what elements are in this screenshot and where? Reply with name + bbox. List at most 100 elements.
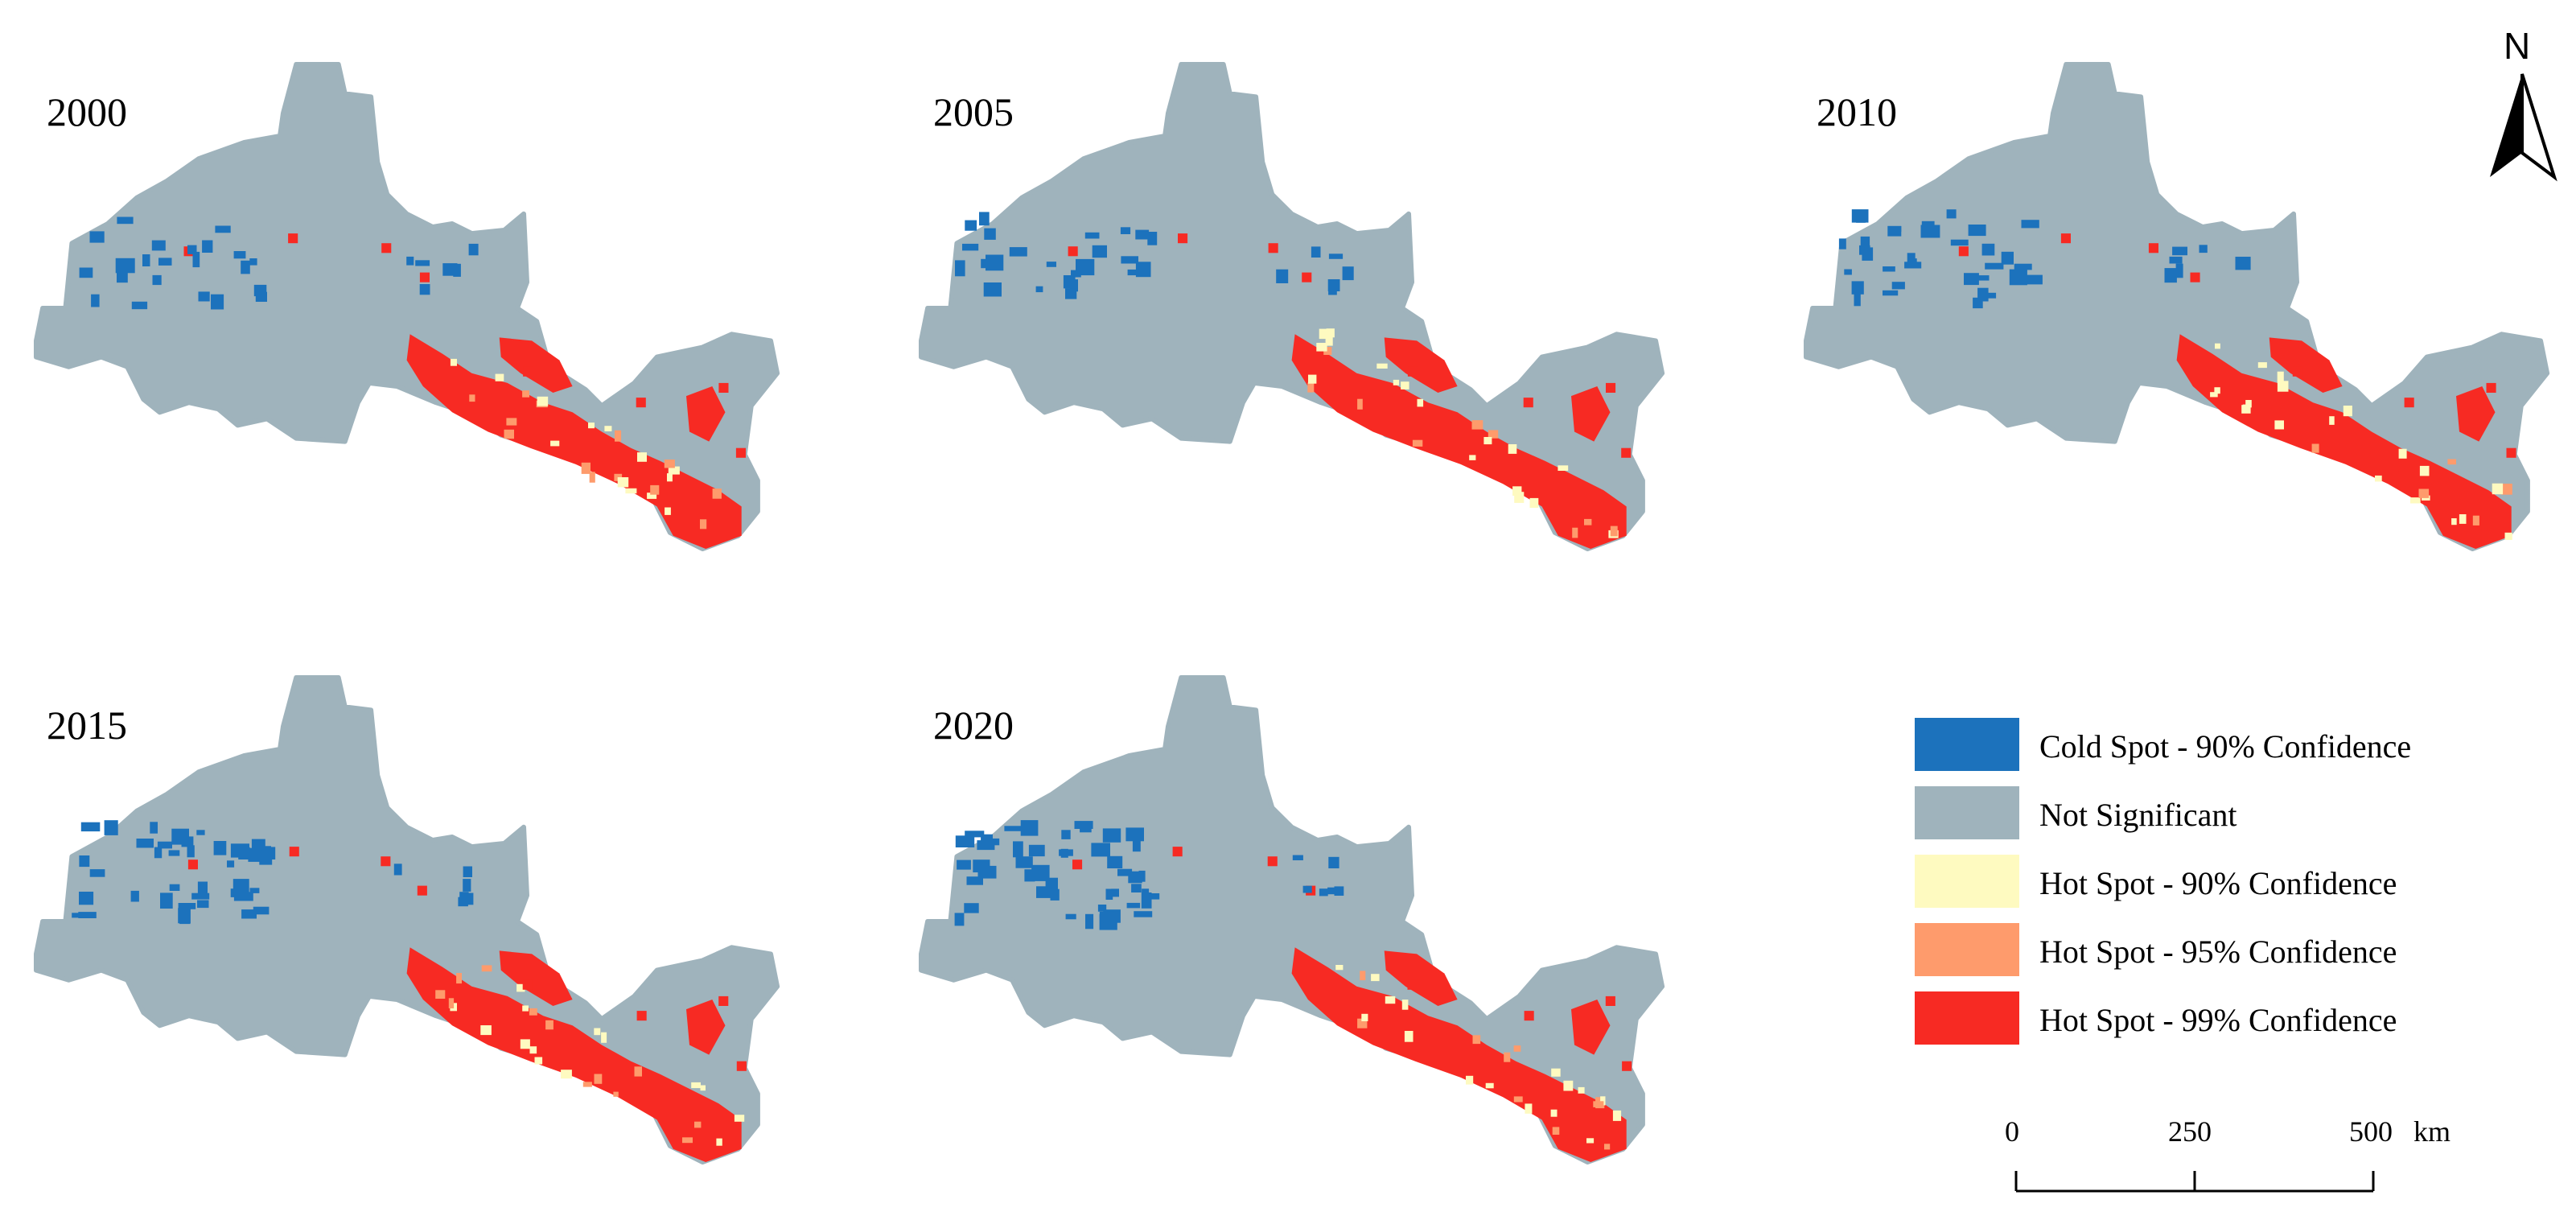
cold-spot-cell bbox=[1117, 868, 1133, 876]
hot-spot-cell bbox=[736, 1061, 747, 1071]
cold-spot-cell bbox=[415, 260, 430, 266]
hot-spot-cell bbox=[647, 493, 657, 499]
cold-spot-cell bbox=[79, 855, 90, 868]
legend-label: Cold Spot - 90% Confidence bbox=[2039, 728, 2412, 765]
hot-spot-cell bbox=[288, 233, 298, 244]
hot-spot-cell bbox=[2343, 406, 2352, 417]
cold-spot-cell bbox=[1311, 246, 1321, 258]
cold-spot-cell bbox=[192, 251, 200, 268]
cold-spot-cell bbox=[463, 866, 472, 877]
hot-spot-cell bbox=[2419, 465, 2430, 476]
cold-spot-cell bbox=[198, 291, 210, 302]
hot-spot-cell bbox=[1551, 1068, 1561, 1077]
cold-spot-cell bbox=[1887, 225, 1902, 237]
hot-spot-cell bbox=[601, 1032, 607, 1043]
cold-spot-cell bbox=[213, 841, 227, 855]
hot-spot-cell bbox=[1407, 979, 1418, 990]
cold-spot-cell bbox=[467, 892, 474, 905]
cold-spot-cell bbox=[1302, 885, 1312, 893]
hot-spot-cell bbox=[691, 1082, 701, 1089]
cold-spot-cell bbox=[1292, 855, 1303, 860]
cold-spot-cell bbox=[1102, 828, 1121, 843]
hot-spot-cell bbox=[481, 965, 492, 972]
cold-spot-cell bbox=[197, 881, 208, 897]
cold-spot-cell bbox=[158, 258, 172, 266]
hot-spot-cell bbox=[1068, 246, 1078, 257]
hot-spot-cell bbox=[2148, 243, 2158, 254]
hot-spot-cell bbox=[506, 418, 517, 426]
hot-spot-cell bbox=[435, 990, 446, 999]
hot-spot-cell bbox=[604, 426, 612, 431]
cold-spot-cell bbox=[248, 847, 261, 862]
cold-spot-cell bbox=[104, 820, 118, 835]
hot-spot-cell bbox=[716, 1138, 722, 1146]
hot-spot-cell bbox=[495, 373, 504, 381]
scale-tick-500: 500 bbox=[2349, 1115, 2393, 1148]
hot-spot-cell bbox=[419, 272, 430, 282]
hot-spot-cell bbox=[700, 519, 707, 530]
cold-spot-cell bbox=[2199, 245, 2208, 254]
hot-spot-cell bbox=[1401, 1000, 1409, 1010]
cold-spot-cell bbox=[1035, 286, 1043, 293]
hot-spot-cell bbox=[1593, 1101, 1604, 1107]
hot-spot-cell bbox=[2190, 272, 2200, 282]
cold-spot-cell bbox=[965, 220, 977, 231]
hot-spot-cell bbox=[550, 440, 560, 447]
hot-spot-cell bbox=[2277, 381, 2289, 392]
legend-swatch bbox=[1915, 718, 2019, 771]
cold-spot-cell bbox=[406, 256, 414, 266]
cold-spot-cell bbox=[965, 831, 985, 838]
hot-spot-cell bbox=[523, 366, 533, 377]
hot-spot-99-branch bbox=[2269, 337, 2343, 393]
cold-spot-cell bbox=[1276, 269, 1289, 283]
hot-spot-cell bbox=[381, 243, 392, 254]
hot-spot-cell bbox=[668, 466, 680, 475]
cold-spot-cell bbox=[1844, 269, 1852, 275]
hot-spot-cell bbox=[2398, 448, 2407, 459]
hot-spot-cell bbox=[2329, 416, 2335, 425]
cold-spot-cell bbox=[1061, 830, 1071, 839]
hot-spot-cell bbox=[700, 1085, 706, 1091]
legend-item-cold-90: Cold Spot - 90% Confidence bbox=[1915, 718, 2526, 774]
hot-spot-cell bbox=[1371, 974, 1380, 982]
hot-spot-cell bbox=[1508, 444, 1517, 454]
cold-spot-cell bbox=[1974, 275, 1990, 281]
hot-spot-cell bbox=[613, 1091, 619, 1097]
hot-spot-cell bbox=[2274, 420, 2284, 430]
cold-spot-cell bbox=[1126, 902, 1141, 909]
scale-unit: km bbox=[2413, 1115, 2451, 1148]
hot-spot-99-branch bbox=[686, 1000, 726, 1055]
hot-spot-cell bbox=[1404, 1031, 1414, 1042]
hot-spot-cell bbox=[1563, 1080, 1574, 1091]
hot-spot-cell bbox=[594, 1028, 601, 1036]
hot-spot-cell bbox=[1323, 347, 1332, 355]
hot-spot-cell bbox=[534, 1057, 543, 1065]
scale-bar-line bbox=[2014, 1171, 2375, 1193]
cold-spot-cell bbox=[1968, 225, 1986, 237]
year-label-2005: 2005 bbox=[933, 89, 1014, 134]
cold-spot-cell bbox=[1131, 884, 1142, 892]
cold-spot-cell bbox=[152, 274, 162, 286]
cold-spot-cell bbox=[187, 245, 197, 254]
cold-spot-cell bbox=[1328, 254, 1344, 259]
hot-spot-cell bbox=[1572, 527, 1578, 538]
hot-spot-99-band bbox=[1291, 334, 1627, 549]
cold-spot-cell bbox=[954, 913, 965, 926]
hot-spot-cell bbox=[1504, 1052, 1511, 1062]
cold-spot-cell bbox=[1091, 843, 1110, 857]
hot-spot-cell bbox=[2245, 400, 2252, 408]
cold-spot-cell bbox=[1103, 909, 1121, 923]
cold-spot-cell bbox=[1891, 282, 1905, 290]
year-label-2015: 2015 bbox=[47, 703, 127, 748]
hot-spot-cell bbox=[1586, 1138, 1595, 1144]
hot-spot-cell bbox=[1600, 1096, 1606, 1106]
cold-spot-cell bbox=[1135, 262, 1151, 278]
hot-spot-cell bbox=[561, 1070, 572, 1079]
cold-spot-cell bbox=[89, 869, 105, 877]
hot-spot-cell bbox=[1466, 1075, 1474, 1085]
cold-spot-cell bbox=[966, 876, 983, 885]
hot-spot-cell bbox=[2311, 443, 2319, 453]
cold-spot-cell bbox=[984, 228, 996, 240]
hot-spot-cell bbox=[712, 488, 722, 499]
